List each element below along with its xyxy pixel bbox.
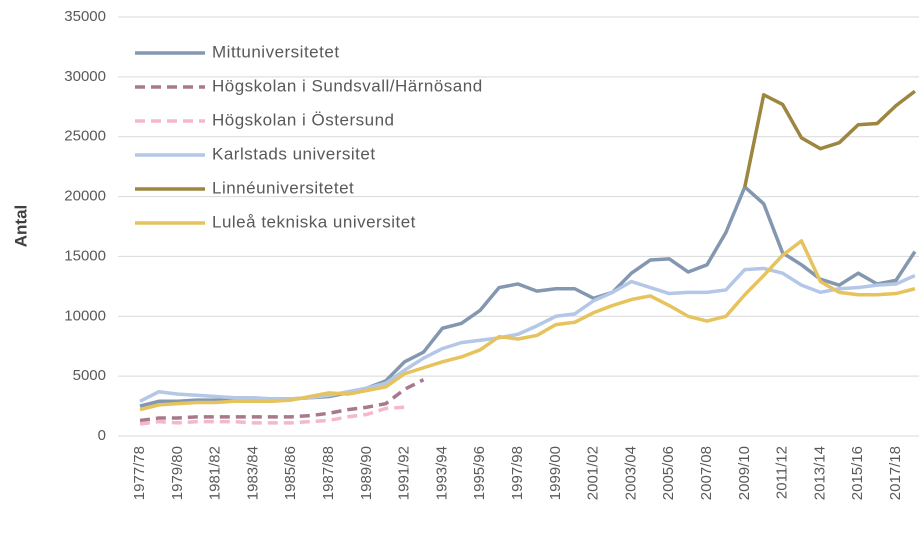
x-tick-label: 1999/00 [547, 446, 564, 500]
x-tick-label: 1993/94 [433, 446, 450, 500]
x-tick-label: 1979/80 [169, 446, 186, 500]
x-tick-label: 2011/12 [774, 446, 791, 499]
series-line [139, 239, 916, 412]
x-tick-label: 2013/14 [811, 446, 828, 500]
legend-label: Karlstads universitet [212, 144, 376, 163]
y-tick-label: 0 [98, 427, 106, 444]
x-tick-label: 1991/92 [396, 446, 413, 500]
legend-label: Mittuniversitetet [212, 42, 340, 61]
x-tick-label: 1985/86 [282, 446, 299, 500]
x-tick-label: 1997/98 [509, 446, 526, 500]
y-axis-title: Antal [11, 205, 30, 248]
y-tick-label: 10000 [64, 307, 106, 324]
series-line [743, 89, 916, 188]
x-tick-label: 1995/96 [471, 446, 488, 500]
x-tick-label: 2003/04 [622, 446, 639, 500]
x-tick-label: 1987/88 [320, 446, 337, 500]
x-tick-label: 1977/78 [131, 446, 148, 500]
y-tick-label: 5000 [73, 367, 106, 384]
y-tick-label: 25000 [64, 128, 106, 145]
y-tick-label: 35000 [64, 8, 106, 25]
x-tick-label: 2007/08 [698, 446, 715, 500]
legend-label: Luleå tekniska universitet [212, 212, 416, 231]
x-tick-label: 1981/82 [207, 446, 224, 500]
x-tick-label: 2015/16 [849, 446, 866, 500]
y-tick-label: 15000 [64, 247, 106, 264]
series-line [139, 266, 916, 403]
legend-label: Linnéuniversitetet [212, 178, 354, 197]
x-tick-label: 2017/18 [887, 446, 904, 500]
y-tick-label: 30000 [64, 68, 106, 85]
x-tick-label: 2009/10 [736, 446, 753, 500]
series-line [139, 405, 405, 426]
x-tick-label: 2001/02 [585, 446, 602, 500]
x-tick-label: 1983/84 [244, 446, 261, 500]
y-tick-label: 20000 [64, 188, 106, 205]
legend-label: Högskolan i Sundsvall/Härnösand [212, 76, 483, 95]
legend-label: Högskolan i Östersund [212, 110, 394, 129]
x-tick-label: 1989/90 [358, 446, 375, 500]
x-tick-label: 2005/06 [660, 446, 677, 500]
